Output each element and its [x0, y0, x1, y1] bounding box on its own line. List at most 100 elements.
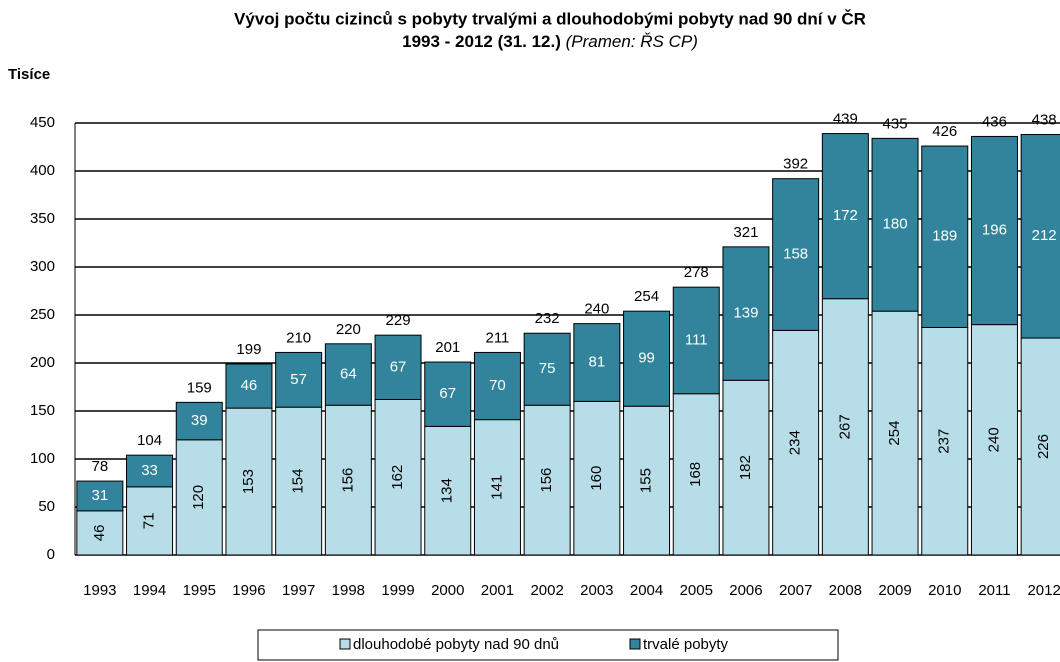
data-label: 156	[339, 468, 356, 493]
bar-segment	[275, 351, 323, 408]
bar-segment	[324, 404, 372, 556]
total-label: 211	[485, 329, 509, 346]
data-label: 180	[883, 216, 908, 233]
data-label: 168	[687, 462, 704, 487]
data-label: 156	[538, 468, 555, 493]
y-tick-label: 50	[38, 498, 55, 515]
x-tick-label: 1997	[282, 582, 315, 599]
data-label: 189	[932, 228, 957, 245]
total-label: 254	[634, 288, 659, 305]
data-label: 240	[985, 427, 1002, 452]
x-tick-label: 2001	[481, 582, 514, 599]
data-label: 64	[340, 365, 357, 382]
data-label: 172	[833, 207, 858, 224]
bar-segment	[225, 363, 273, 409]
data-label: 46	[91, 525, 108, 542]
total-label: 201	[435, 339, 460, 356]
data-label: 31	[92, 487, 109, 504]
x-tick-label: 2008	[829, 582, 862, 599]
y-tick-label: 400	[30, 162, 55, 179]
bar-segment	[970, 324, 1018, 556]
x-tick-label: 2000	[431, 582, 464, 599]
source: (Pramen: ŘS CP)	[566, 32, 698, 51]
bar-segment	[424, 425, 472, 556]
x-tick-label: 1999	[381, 582, 414, 599]
bar-segment	[1020, 134, 1060, 339]
bar-segment	[76, 480, 124, 512]
data-label: 154	[290, 469, 307, 494]
chart-title: Vývoj počtu cizinců s pobyty trvalými a …	[234, 9, 866, 28]
total-label: 278	[684, 264, 709, 281]
data-label: 226	[1035, 434, 1052, 459]
bar-segment	[921, 145, 969, 328]
bar-segment	[275, 406, 323, 556]
bar-segment	[473, 419, 521, 556]
data-label: 70	[489, 377, 506, 394]
bar-segment	[821, 133, 869, 300]
bar-segment	[225, 407, 273, 556]
bar-segment	[424, 361, 472, 427]
total-label: 435	[883, 115, 908, 132]
y-tick-label: 150	[30, 402, 55, 419]
total-label: 159	[187, 379, 212, 396]
data-label: 267	[836, 414, 853, 439]
bar-segment	[672, 286, 720, 395]
bar-segment	[523, 332, 571, 406]
total-label: 240	[584, 301, 609, 318]
bar-segment	[772, 178, 820, 331]
y-tick-label: 450	[30, 114, 55, 131]
x-tick-label: 2002	[530, 582, 563, 599]
data-label: 67	[439, 385, 456, 402]
data-label: 155	[638, 468, 655, 493]
total-label: 104	[137, 432, 162, 449]
data-label: 81	[589, 353, 606, 370]
data-label: 71	[141, 513, 158, 530]
x-tick-label: 1998	[332, 582, 365, 599]
subtitle: 1993 - 2012 (31. 12.)	[402, 32, 561, 51]
bar-segment	[921, 326, 969, 556]
total-label: 229	[386, 312, 411, 329]
bar-segment	[821, 298, 869, 556]
x-tick-label: 1994	[133, 582, 166, 599]
y-tick-label: 200	[30, 354, 55, 371]
total-label: 210	[286, 329, 311, 346]
bar-segment	[473, 351, 521, 421]
legend-label: dlouhodobé pobyty nad 90 dnů	[353, 636, 559, 653]
data-label: 75	[539, 360, 556, 377]
total-label: 439	[833, 111, 858, 128]
legend-box	[257, 629, 839, 661]
legend-swatch	[629, 638, 641, 650]
total-label: 321	[733, 224, 758, 241]
data-label: 39	[191, 412, 208, 429]
bar-segment	[722, 379, 770, 556]
data-label: 162	[389, 465, 406, 490]
total-label: 438	[1032, 111, 1057, 128]
bar-segment	[126, 454, 174, 488]
data-label: 234	[787, 430, 804, 455]
data-label: 160	[588, 466, 605, 491]
legend-label: trvalé pobyty	[643, 636, 729, 653]
bar-segment	[722, 246, 770, 381]
y-axis-label: Tisíce	[8, 66, 50, 83]
bar-segment	[175, 401, 223, 441]
y-tick-label: 250	[30, 306, 55, 323]
bar-segment	[772, 329, 820, 556]
bar-segment	[573, 400, 621, 556]
x-tick-label: 2003	[580, 582, 613, 599]
total-label: 199	[236, 341, 261, 358]
data-label: 237	[936, 429, 953, 454]
bar-segment	[871, 137, 919, 312]
chart-subtitle: 1993 - 2012 (31. 12.) (Pramen: ŘS CP)	[402, 32, 698, 51]
x-tick-label: 2011	[978, 582, 1010, 599]
x-tick-label: 2010	[928, 582, 961, 599]
data-label: 111	[685, 331, 708, 348]
data-label: 57	[290, 371, 307, 388]
bar-segment	[76, 510, 124, 556]
bar-segment	[1020, 337, 1060, 556]
data-label: 99	[638, 350, 655, 367]
legend-swatch	[339, 638, 351, 650]
total-label: 78	[92, 458, 109, 475]
data-label: 141	[488, 475, 505, 500]
data-label: 134	[439, 478, 456, 503]
